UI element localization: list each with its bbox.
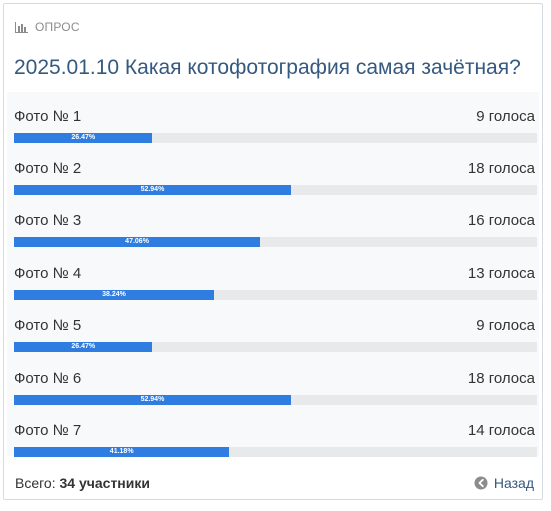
option-percent-label: 38.24% — [102, 291, 126, 298]
poll-option: Фото № 4 13 голоса 38.24% — [7, 255, 539, 307]
back-button[interactable]: Назад — [474, 475, 534, 491]
option-votes: 18 голоса — [467, 160, 535, 177]
poll-option: Фото № 6 18 голоса 52.94% — [7, 360, 539, 412]
option-bar-fill: 26.47% — [14, 342, 153, 352]
option-bar-fill: 41.18% — [14, 447, 230, 457]
option-bar-track: 41.18% — [14, 447, 537, 457]
option-bar-track: 52.94% — [14, 395, 537, 405]
option-votes: 18 голоса — [467, 370, 535, 387]
poll-title: 2025.01.10 Какая котофотография самая за… — [14, 56, 521, 79]
poll-option: Фото № 7 14 голоса 41.18% — [7, 412, 539, 464]
option-bar-track: 52.94% — [14, 185, 537, 195]
poll-option: Фото № 2 18 голоса 52.94% — [7, 150, 539, 202]
poll-option: Фото № 3 16 голоса 47.06% — [7, 202, 539, 254]
option-name: Фото № 4 — [14, 265, 82, 282]
circle-arrow-left-icon — [474, 476, 488, 490]
option-bar-fill: 47.06% — [14, 237, 261, 247]
option-votes: 9 голоса — [476, 108, 535, 125]
poll-option: Фото № 5 9 голоса 26.47% — [7, 307, 539, 359]
option-bar-track: 38.24% — [14, 290, 537, 300]
option-bar-track: 26.47% — [14, 342, 537, 352]
option-percent-label: 52.94% — [140, 186, 165, 193]
option-name: Фото № 7 — [14, 422, 82, 439]
option-bar-track: 26.47% — [14, 133, 537, 143]
option-votes: 13 голоса — [467, 265, 535, 282]
total-participants: Всего: 34 участники — [15, 475, 150, 491]
option-votes: 16 голоса — [467, 212, 535, 229]
option-name: Фото № 3 — [14, 212, 82, 229]
poll-header: ОПРОС — [15, 20, 80, 34]
option-bar-fill: 52.94% — [14, 395, 291, 405]
total-value: 34 участники — [59, 475, 150, 491]
option-percent-label: 26.47% — [71, 134, 96, 141]
bar-chart-icon — [15, 21, 28, 33]
option-percent-label: 41.18% — [109, 448, 134, 455]
option-bar-track: 47.06% — [14, 237, 537, 247]
option-percent-label: 26.47% — [71, 343, 96, 350]
option-bar-fill: 38.24% — [14, 290, 214, 300]
option-name: Фото № 2 — [14, 160, 82, 177]
option-name: Фото № 5 — [14, 317, 82, 334]
option-percent-label: 47.06% — [125, 238, 149, 245]
option-percent-label: 52.94% — [140, 396, 165, 403]
poll-card: ОПРОС 2025.01.10 Какая котофотография са… — [3, 3, 543, 500]
option-bar-fill: 52.94% — [14, 185, 291, 195]
back-label: Назад — [493, 475, 534, 491]
poll-header-label: ОПРОС — [35, 20, 80, 34]
option-name: Фото № 6 — [14, 370, 82, 387]
option-bar-fill: 26.47% — [14, 133, 153, 143]
poll-option: Фото № 1 9 голоса 26.47% — [7, 98, 539, 150]
option-votes: 14 голоса — [467, 422, 535, 439]
option-votes: 9 голоса — [476, 317, 535, 334]
option-name: Фото № 1 — [14, 108, 82, 125]
poll-options: Фото № 1 9 голоса 26.47% Фото № 2 18 голоса 5… — [7, 92, 539, 457]
total-label: Всего: — [15, 475, 56, 491]
